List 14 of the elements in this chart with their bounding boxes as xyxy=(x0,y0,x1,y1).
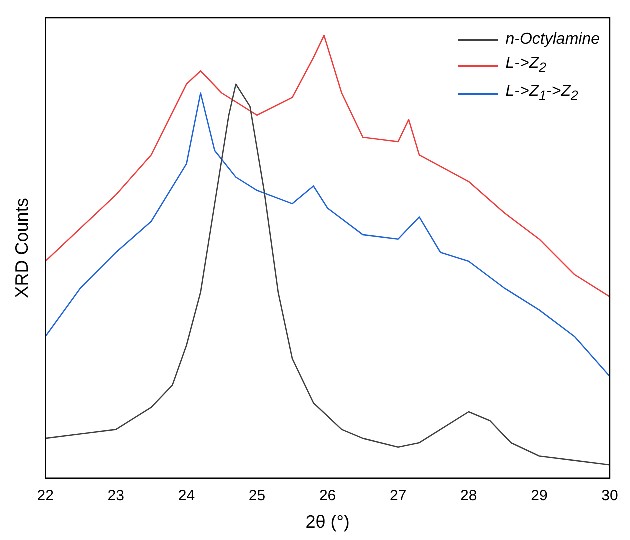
x-tick-label: 29 xyxy=(531,488,548,505)
x-tick-label: 23 xyxy=(108,488,124,505)
x-tick-label: 26 xyxy=(319,488,336,505)
y-axis-title: XRD Counts xyxy=(12,198,32,298)
legend-label: L->Z$_{2}$ xyxy=(506,54,547,78)
x-tick-label: 28 xyxy=(460,488,478,505)
legend-label: n-Octylamine xyxy=(506,30,600,50)
x-tick-label: 22 xyxy=(37,488,54,505)
x-tick-label: 27 xyxy=(390,488,407,505)
x-tick-label: 25 xyxy=(248,488,266,505)
x-tick-label: 24 xyxy=(178,488,196,505)
legend-label: L->Z$_{1}$->Z$_{2}$ xyxy=(506,82,578,106)
x-axis-title: 2θ (°) xyxy=(306,512,350,532)
x-tick-label: 30 xyxy=(602,488,618,505)
